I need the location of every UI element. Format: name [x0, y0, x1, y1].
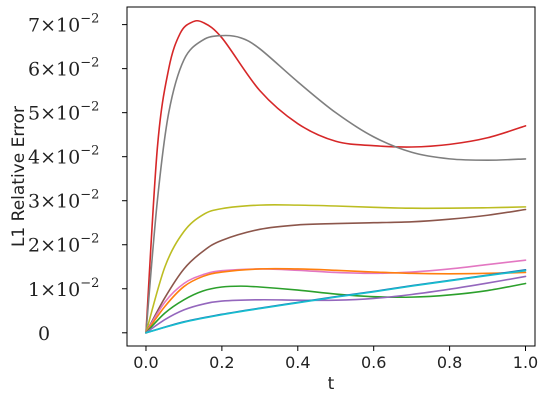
x-tick-label: 0.4: [285, 353, 310, 372]
y-tick-label: 2×10−2: [28, 232, 99, 257]
y-axis-ticks: 0 1×10−2 2×10−2 3×10−2 4×10−2 5×10−2 6×10−2 7×1…: [28, 12, 127, 345]
series-line-5: [145, 259, 527, 334]
x-tick-label: 0.6: [361, 353, 386, 372]
series-line-8: [145, 275, 527, 334]
plot-area: [145, 19, 527, 334]
series-line-10: [145, 269, 527, 334]
x-tick-label: 1.0: [513, 353, 538, 372]
x-axis-ticks: 0.0 0.2 0.4 0.6 0.8 1.0: [133, 346, 538, 372]
y-tick-label: 1×10−2: [28, 276, 99, 301]
axes-frame: [126, 6, 536, 347]
series-line-9: [145, 269, 527, 334]
x-tick-label: 0.8: [437, 353, 462, 372]
y-tick-label: 5×10−2: [28, 100, 99, 125]
y-tick-label: 6×10−2: [28, 56, 99, 81]
x-tick-label: 0.2: [209, 353, 234, 372]
series-line-2: [145, 34, 527, 334]
series-line-1: [145, 19, 527, 334]
y-tick-label: 0: [38, 323, 50, 345]
x-tick-label: 0.0: [133, 353, 158, 372]
series-line-3: [145, 204, 527, 334]
y-tick-label: 3×10−2: [28, 188, 99, 213]
series-line-4: [145, 208, 527, 334]
series-line-6: [145, 267, 527, 334]
series-line-7: [145, 282, 527, 334]
x-axis-label: t: [328, 374, 335, 394]
y-axis-label: L1 Relative Error: [9, 106, 29, 247]
y-tick-label: 7×10−2: [28, 12, 99, 37]
y-tick-label: 4×10−2: [28, 144, 99, 169]
